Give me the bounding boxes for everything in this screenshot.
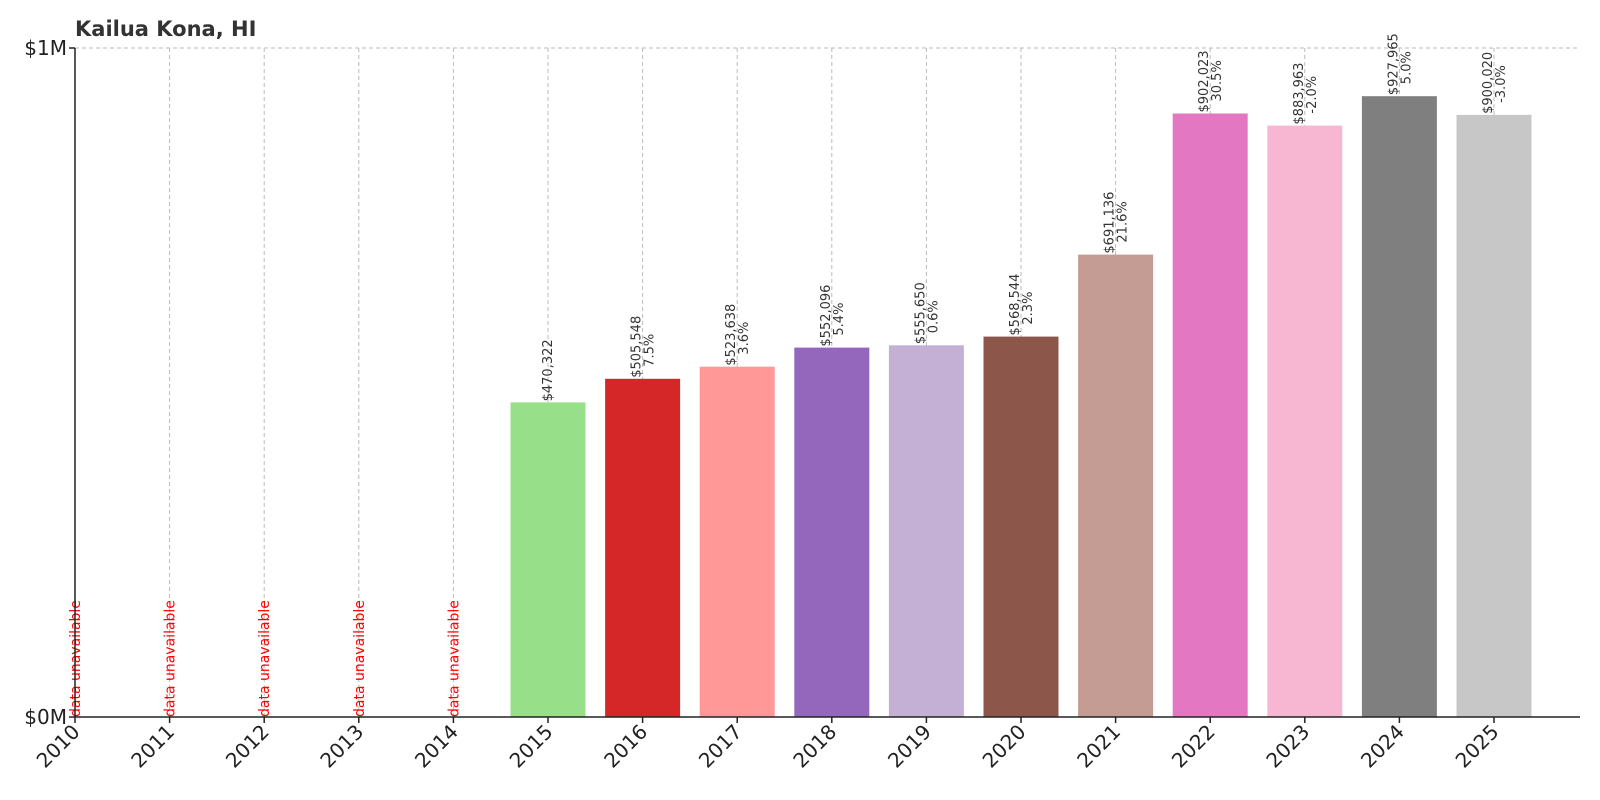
x-tick-label-2013: 2013 <box>315 720 368 773</box>
change-label-2019: 0.6% <box>926 300 941 333</box>
change-label-2024: 5.0% <box>1399 51 1414 84</box>
x-tick-label-2015: 2015 <box>505 720 558 773</box>
chart-title: Kailua Kona, HI <box>75 17 256 41</box>
value-label-2021: $691,136 <box>1103 192 1118 254</box>
value-label-2018: $552,096 <box>819 285 834 347</box>
bar-2019 <box>888 345 964 717</box>
x-tick-label-2011: 2011 <box>126 720 179 773</box>
bars <box>510 96 1532 718</box>
bar-2015 <box>510 402 586 717</box>
bar-2016 <box>605 378 681 717</box>
value-label-2022: $902,023 <box>1197 50 1212 112</box>
x-tick-label-2023: 2023 <box>1261 720 1314 773</box>
x-tick-label-2019: 2019 <box>883 720 936 773</box>
change-label-2016: 7.5% <box>643 334 658 367</box>
x-tick-label-2012: 2012 <box>221 720 274 773</box>
x-tick-label-2017: 2017 <box>694 720 747 773</box>
bar-2021 <box>1078 254 1154 717</box>
grid-lines <box>74 47 1580 717</box>
change-label-2021: 21.6% <box>1116 201 1131 242</box>
unavailable-label-2014: data unavailable <box>446 600 462 717</box>
bar-2017 <box>699 366 775 717</box>
change-label-2017: 3.6% <box>737 322 752 355</box>
value-label-2015: $470,322 <box>541 339 556 401</box>
change-label-2025: -3.0% <box>1494 65 1509 103</box>
x-tick-label-2024: 2024 <box>1356 720 1409 773</box>
value-label-2016: $505,548 <box>630 316 645 378</box>
value-label-2017: $523,638 <box>724 304 739 366</box>
x-tick-label-2021: 2021 <box>1072 720 1125 773</box>
unavailable-label-2013: data unavailable <box>352 600 368 717</box>
x-tick-label-2016: 2016 <box>599 720 652 773</box>
bar-2020 <box>983 336 1059 717</box>
y-tick-labels: $0M $1M <box>24 36 75 729</box>
unavailable-label-2012: data unavailable <box>257 600 273 717</box>
x-tick-label-2020: 2020 <box>978 720 1031 773</box>
unavailable-label-2011: data unavailable <box>163 600 179 717</box>
change-label-2020: 2.3% <box>1021 292 1036 325</box>
data-labels: data unavailable data unavailable data una… <box>68 33 1509 717</box>
y-tick-label: $0M <box>24 705 67 729</box>
x-tick-label-2025: 2025 <box>1451 720 1504 773</box>
bar-2025 <box>1456 114 1532 717</box>
x-tick-label-2014: 2014 <box>410 720 463 773</box>
value-label-2024: $927,965 <box>1386 33 1401 95</box>
value-label-2020: $568,544 <box>1008 274 1023 336</box>
change-label-2018: 5.4% <box>832 303 847 336</box>
bar-2023 <box>1267 125 1343 718</box>
y-tick-label: $1M <box>24 36 67 60</box>
x-tick-label-2022: 2022 <box>1167 720 1220 773</box>
x-tick-labels: 2010 2011 2012 2013 2014 2015 2016 2017 2018 2019… <box>32 717 1504 773</box>
change-label-2022: 30.5% <box>1210 60 1225 101</box>
value-label-2023: $883,963 <box>1292 63 1307 125</box>
change-label-2023: -2.0% <box>1305 76 1320 114</box>
value-label-2019: $555,650 <box>913 282 928 344</box>
value-label-2025: $900,020 <box>1481 52 1496 114</box>
unavailable-label-2010: data unavailable <box>68 600 84 717</box>
bar-2018 <box>794 347 870 717</box>
bar-2022 <box>1172 113 1248 717</box>
axes <box>74 48 1580 718</box>
bar-2024 <box>1361 96 1437 717</box>
x-tick-label-2018: 2018 <box>788 720 841 773</box>
